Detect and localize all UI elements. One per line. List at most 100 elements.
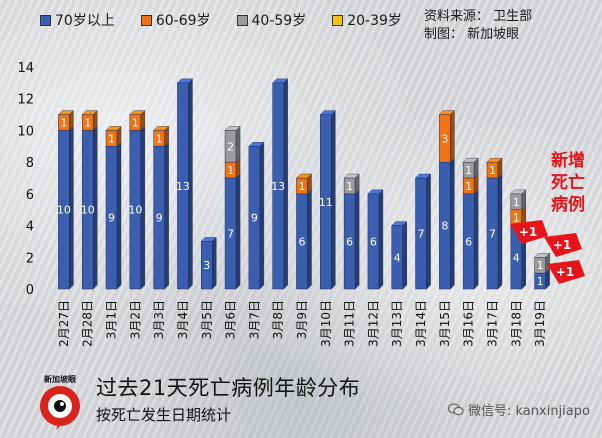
bar-segment-side [426,173,431,290]
x-tick-label: 3月1日 [105,300,119,339]
legend-label: 60-69岁 [155,13,211,29]
x-tick-label: 3月8日 [271,300,285,339]
bar-segment-side [116,141,122,290]
wechat-text: 微信号: kanxinjiapo [468,404,590,419]
bar-top-face [176,78,193,84]
bar-value-label: 1 [489,164,496,177]
logo: 新加坡眼 [34,374,86,432]
bar-segment-side [402,221,407,290]
bar-value-label: 1 [465,164,472,177]
plus-one-label: +1 [556,265,574,279]
x-tick-label: 3月19日 [533,300,547,347]
plus-one-arrow [544,233,582,257]
footer-subtitle: 按死亡发生日期统计 [96,406,232,424]
bar-top-face [81,110,98,115]
footer-title: 过去21天死亡病例年龄分布 [96,376,361,400]
bar-value-label: 8 [441,220,448,233]
plus-one-label: +1 [553,238,571,252]
bar-value-label: 4 [394,251,401,264]
x-tick-label: 3月17日 [485,300,499,347]
bar-segment-side [212,236,217,290]
x-tick-label: 3月2日 [128,300,142,339]
bar-top-face [129,110,146,115]
legend-label: 40-59岁 [251,13,307,29]
bar-value-label: 9 [251,212,258,225]
bar-segment-side [235,125,241,163]
bar-value-label: 6 [370,235,377,248]
bar-top-face [319,110,336,115]
bar-segment-side [450,157,455,290]
x-tick-label: 3月3日 [152,300,166,339]
wechat-id: 微信号: kanxinjiapo [448,400,590,419]
bar-segment-side [354,189,360,290]
x-tick-label: 3月6日 [224,300,238,339]
bar-top-face [486,157,503,163]
legend-item-60-69: 60-69岁 [140,10,211,30]
x-tick-label: 3月14日 [414,300,428,347]
bar-top-face [415,173,432,179]
bar-value-label: 13 [271,180,285,193]
logo-icon [40,386,80,430]
logo-text: 新加坡眼 [44,375,76,384]
x-tick-label: 3月4日 [176,300,190,339]
x-tick-label: 2月28日 [81,300,95,347]
bar-value-label: 1 [108,132,115,145]
bar-value-label: 1 [537,259,544,272]
bar-value-label: 7 [227,228,234,241]
source-note: 资料来源： 卫生部 制图： 新加坡眼 [424,8,532,44]
bar-value-label: 1 [156,132,163,145]
bar-top-face [367,189,384,195]
plus-one-arrow [510,220,548,244]
x-tick-label: 3月16日 [462,300,476,347]
x-tick-label: 3月7日 [247,300,261,339]
y-tick-label: 8 [26,156,34,171]
bar-value-label: 11 [319,196,333,209]
bar-segment-side [307,189,312,290]
bar-value-label: 6 [299,235,306,248]
bar-value-label: 1 [227,164,234,177]
bar-value-label: 10 [128,204,142,217]
bar-value-label: 7 [418,228,425,241]
y-tick-label: 12 [17,93,34,108]
bar-value-label: 1 [60,117,67,130]
bar-value-label: 10 [57,204,71,217]
legend-swatch [236,14,248,26]
bar-segment-side [235,173,241,290]
author-line: 制图： 新加坡眼 [424,27,520,42]
bar-top-face [343,173,360,179]
bar-value-label: 1 [132,117,139,130]
legend-item-40-59: 40-59岁 [236,10,307,30]
bar-segment-side [450,110,455,163]
bar-value-label: 6 [465,235,472,248]
y-tick-label: 0 [26,283,34,298]
plus-one-arrow [547,260,585,284]
y-tick-label: 10 [17,124,34,139]
bar-segment-side [164,141,169,290]
x-tick-label: 3月9日 [295,300,309,339]
bar-value-label: 3 [203,259,210,272]
bar-top-face [510,189,527,195]
bar-top-face [391,221,408,226]
bar-top-face [57,110,74,115]
bar-value-label: 4 [513,251,520,264]
bar-value-label: 13 [176,180,190,193]
bar-top-face [272,78,289,84]
x-tick-label: 3月12日 [366,300,380,347]
legend-item-20-39: 20-39岁 [332,10,402,30]
bar-value-label: 1 [346,180,353,193]
bar-segment-side [259,141,265,290]
bar-value-label: 3 [441,132,448,145]
bar-top-face [248,142,265,147]
x-tick-label: 3月11日 [343,300,357,347]
legend-swatch [40,14,51,26]
x-tick-label: 3月18日 [509,300,523,347]
bar-value-label: 1 [84,117,91,130]
chart-legend: 70岁以上 60-69岁 40-59岁 20-39岁 [40,10,402,30]
y-tick-label: 14 [17,61,34,76]
x-tick-label: 3月10日 [319,300,333,347]
legend-swatch [140,14,152,26]
bar-segment-side [378,189,384,290]
bar-top-face [462,157,479,163]
bar-value-label: 1 [299,180,306,193]
